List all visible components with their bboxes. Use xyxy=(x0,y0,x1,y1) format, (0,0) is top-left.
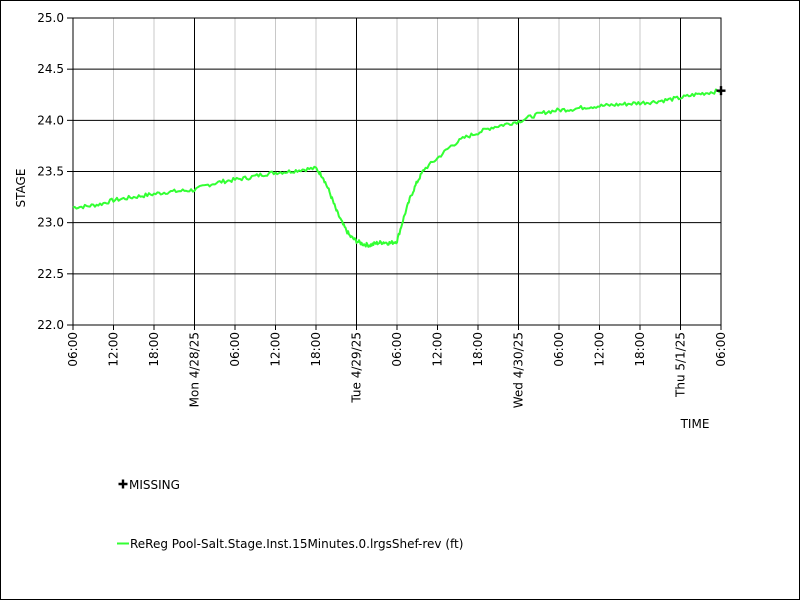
x-tick-label: 18:00 xyxy=(309,332,323,367)
series-layer xyxy=(72,88,722,248)
x-tick-label: 06:00 xyxy=(552,332,566,367)
legend-item-series: ReReg Pool-Salt.Stage.Inst.15Minutes.0.l… xyxy=(117,537,463,551)
missing-layer xyxy=(716,86,726,96)
y-tick-label: 24.0 xyxy=(37,113,64,127)
legend-label-missing: MISSING xyxy=(129,478,180,492)
x-axis-title: TIME xyxy=(680,417,710,431)
major-gridlines xyxy=(73,18,721,325)
legend-label-series: ReReg Pool-Salt.Stage.Inst.15Minutes.0.l… xyxy=(130,537,463,551)
x-tick-label: 18:00 xyxy=(147,332,161,367)
y-tick-label: 24.5 xyxy=(37,62,64,76)
x-axis-ticks: 06:00 12:00 18:00 Mon 4/28/25 06:00 12:00 18:0… xyxy=(66,325,728,408)
x-tick-label: 06:00 xyxy=(228,332,242,367)
legend-item-missing: MISSING xyxy=(118,478,180,492)
y-tick-label: 22.0 xyxy=(37,318,64,332)
x-tick-label: 12:00 xyxy=(593,332,607,367)
y-axis-title: STAGE xyxy=(14,169,28,208)
missing-point-marker xyxy=(716,86,726,96)
plus-icon xyxy=(118,479,128,489)
x-tick-label: Mon 4/28/25 xyxy=(188,332,202,407)
y-axis-ticks: 22.0 22.5 23.0 23.5 24.0 24.5 25.0 xyxy=(37,11,73,332)
x-tick-label: Tue 4/29/25 xyxy=(350,332,364,404)
y-tick-label: 22.5 xyxy=(37,267,64,281)
x-tick-label: 06:00 xyxy=(714,332,728,367)
x-tick-label: 12:00 xyxy=(431,332,445,367)
x-tick-label: 18:00 xyxy=(471,332,485,367)
x-tick-label: 06:00 xyxy=(390,332,404,367)
series-line xyxy=(72,88,722,248)
x-tick-label: Wed 4/30/25 xyxy=(512,332,526,408)
x-tick-label: 12:00 xyxy=(269,332,283,367)
y-tick-label: 23.5 xyxy=(37,165,64,179)
x-tick-label: 18:00 xyxy=(633,332,647,367)
legend: MISSING ReReg Pool-Salt.Stage.Inst.15Min… xyxy=(117,478,463,551)
y-tick-label: 25.0 xyxy=(37,11,64,25)
x-tick-label: 06:00 xyxy=(66,332,80,367)
x-tick-label: 12:00 xyxy=(107,332,121,367)
y-tick-label: 23.0 xyxy=(37,216,64,230)
x-tick-label: Thu 5/1/25 xyxy=(674,332,688,398)
